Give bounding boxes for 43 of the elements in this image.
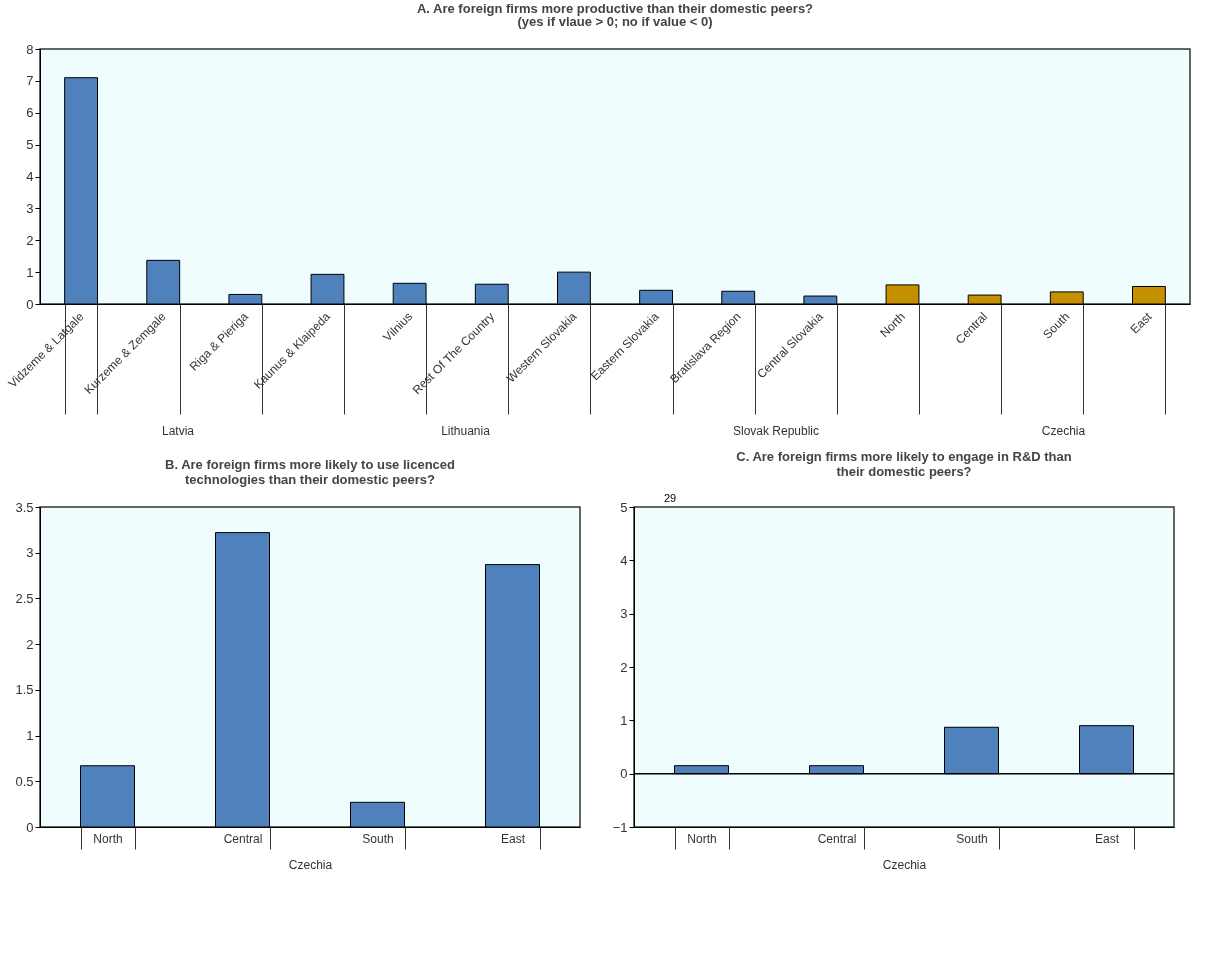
y-tick-label: 2 bbox=[26, 636, 34, 652]
x-axis-title: Czechia bbox=[288, 858, 333, 872]
y-tick-label: 6 bbox=[26, 105, 34, 121]
y-tick-label: 0 bbox=[620, 766, 628, 782]
text: 29 bbox=[664, 492, 677, 504]
x-tick-label: Central bbox=[223, 831, 263, 846]
y-tick-label: 0.5 bbox=[15, 773, 34, 789]
y-tick-label: 5 bbox=[26, 137, 34, 153]
y-tick-label: 2 bbox=[26, 232, 34, 248]
chart-title: A. Are foreign firms more productive than their domestic peers? bbox=[416, 1, 814, 16]
text: Lithuania bbox=[441, 424, 491, 438]
y-tick-label: 1 bbox=[26, 728, 34, 744]
y-tick-label: 0 bbox=[26, 296, 34, 312]
chart-title: B. Are foreign firms more likely to use licenced technologies than their domestic peers? bbox=[165, 457, 456, 487]
y-tick-label: 1 bbox=[26, 264, 34, 280]
text: Slovak Republic bbox=[732, 424, 820, 438]
x-tick-label: East bbox=[500, 831, 526, 846]
y-tick-label: 3 bbox=[26, 545, 34, 561]
y-tick-label: 3.5 bbox=[15, 499, 34, 515]
y-tick-label: 0 bbox=[26, 819, 34, 835]
chart-title: C. Are foreign firms more likely to engage in R&D than their domestic peers? bbox=[736, 449, 1072, 479]
y-tick-label: 2.5 bbox=[15, 590, 34, 606]
y-tick-label: 1.5 bbox=[15, 682, 34, 698]
text: Czechia bbox=[1041, 424, 1086, 438]
y-tick-label: 2 bbox=[620, 659, 628, 675]
x-tick-label: South bbox=[362, 831, 394, 846]
y-tick-label: 4 bbox=[26, 169, 34, 184]
y-tick-label: 5 bbox=[620, 499, 628, 515]
x-tick-label: Central bbox=[817, 831, 857, 846]
x-axis-title: Czechia bbox=[882, 858, 927, 872]
x-tick-label: North bbox=[93, 831, 123, 846]
x-tick-label: South bbox=[956, 831, 988, 846]
y-tick-label: 3 bbox=[620, 606, 628, 622]
x-tick-label: North bbox=[687, 831, 717, 846]
y-tick-label: 3 bbox=[26, 200, 34, 216]
y-tick-label: 4 bbox=[620, 552, 628, 568]
text: Latvia bbox=[161, 424, 195, 438]
y-tick-label: 7 bbox=[26, 73, 34, 89]
y-tick-label: −1 bbox=[612, 819, 628, 835]
x-tick-label: East bbox=[1094, 831, 1120, 846]
y-tick-label: 1 bbox=[620, 712, 628, 728]
y-tick-label: 8 bbox=[26, 41, 34, 57]
chart-subtitle: (yes if vlaue > 0; no if value < 0) bbox=[517, 14, 713, 29]
